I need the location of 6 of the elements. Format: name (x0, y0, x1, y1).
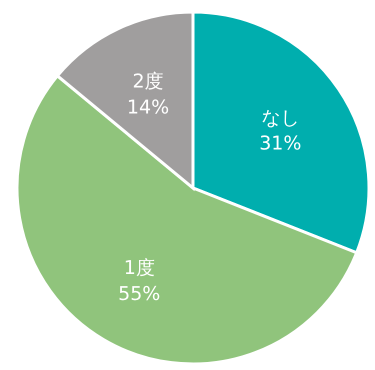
slice-label: 2度 (132, 70, 164, 93)
slice-label: なし (261, 106, 300, 129)
data-label: 14% (126, 96, 170, 118)
data-label: 55% (118, 282, 160, 305)
data-label: 31% (259, 132, 302, 155)
slice-label: 1度 (124, 257, 155, 280)
